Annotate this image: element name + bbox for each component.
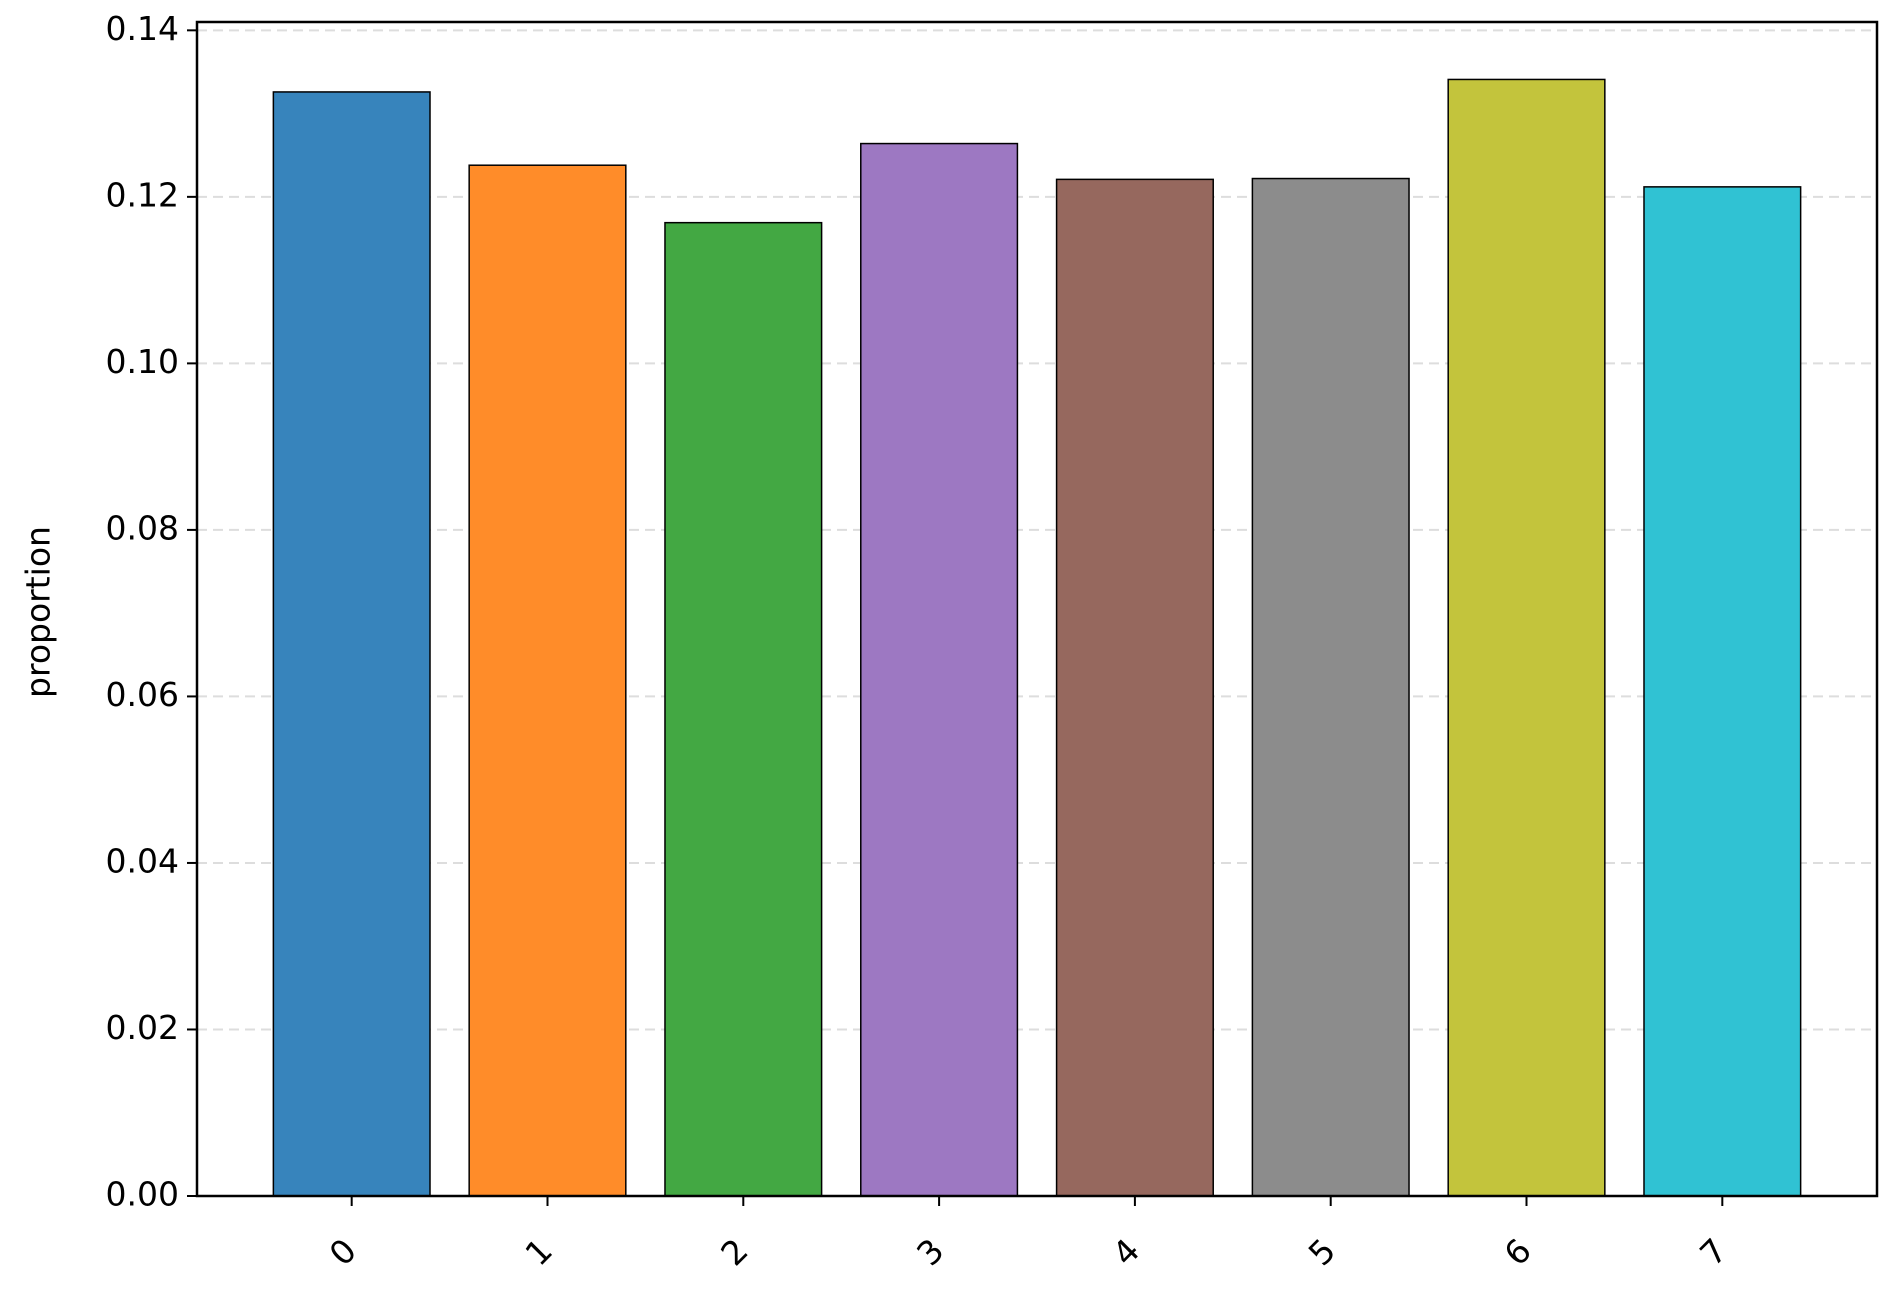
x-tick-label: 7 [1692, 1231, 1734, 1273]
x-tick-label: 6 [1496, 1231, 1538, 1273]
y-tick-label: 0.14 [106, 9, 179, 48]
y-tick-label: 0.06 [106, 675, 179, 714]
bar [468, 164, 627, 1197]
y-tick-label: 0.10 [106, 342, 179, 381]
bar [664, 221, 823, 1197]
x-tick-label: 3 [909, 1231, 951, 1273]
y-tick-label: 0.08 [106, 508, 179, 547]
bar [1447, 78, 1606, 1197]
x-tick-label: 1 [517, 1231, 559, 1273]
bar [272, 91, 431, 1197]
y-tick-label: 0.00 [106, 1175, 179, 1214]
x-tick-label: 0 [322, 1231, 364, 1273]
plot-frame [195, 20, 1879, 1198]
x-tick-label: 5 [1301, 1231, 1343, 1273]
bar [1251, 177, 1410, 1197]
y-axis-label: proportion [19, 526, 58, 698]
x-tick-label: 4 [1105, 1231, 1147, 1273]
y-tick-label: 0.04 [106, 841, 179, 880]
y-tick-label: 0.02 [106, 1008, 179, 1047]
bar [1643, 186, 1802, 1197]
y-tick-label: 0.12 [106, 175, 179, 214]
bar [860, 142, 1019, 1197]
bar [1055, 178, 1214, 1197]
x-tick-label: 2 [713, 1231, 755, 1273]
